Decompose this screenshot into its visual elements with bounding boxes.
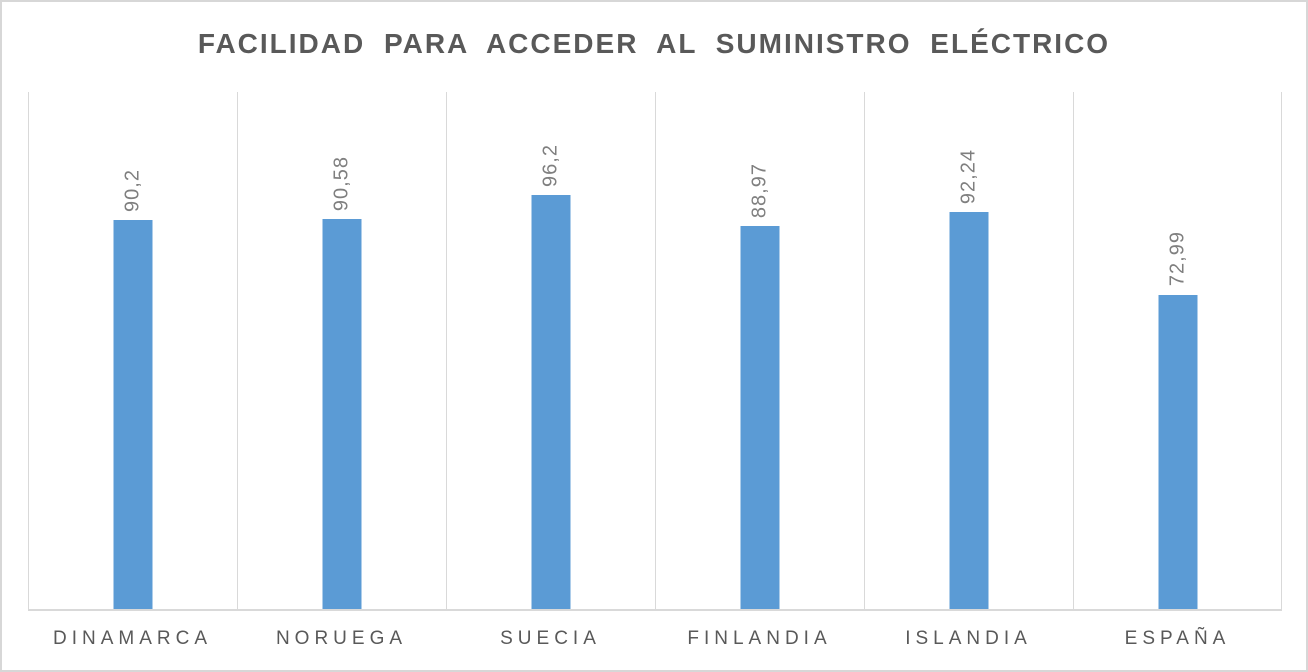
bar-finlandia	[740, 225, 779, 609]
bar-column: 88,97	[655, 92, 864, 609]
gridline	[863, 92, 865, 609]
x-axis-label-dinamarca: DINAMARCA	[52, 628, 212, 649]
bar-islandia	[949, 211, 988, 609]
gridline	[655, 92, 656, 609]
bar-value-label: 90,58	[330, 155, 352, 211]
x-axis: DINAMARCA NORUEGA SUECIA FINLANDIA ISLANDIA E…	[28, 611, 1282, 667]
bar-value-label: 96,2	[539, 143, 561, 187]
x-axis-label-finlandia: FINLANDIA	[687, 628, 832, 649]
bar-value-label: 90,2	[121, 169, 143, 213]
gridline	[1073, 92, 1074, 609]
chart-title: FACILIDAD PARA ACCEDER AL SUMINISTRO ELÉ…	[197, 28, 1111, 59]
bar-value-label: 88,97	[748, 162, 770, 218]
bar-column: 90,2	[28, 92, 237, 609]
bar-dinamarca	[113, 220, 152, 609]
plot-area: 90,2 90,58 96,2 88,97 92,24 72,99	[28, 92, 1282, 611]
bar-column: 90,58	[237, 92, 446, 609]
bar-value-label: 72,99	[1166, 231, 1188, 287]
x-axis-label-noruega: NORUEGA	[275, 628, 408, 649]
gridline	[445, 92, 447, 609]
bar-column: 92,24	[864, 92, 1073, 609]
bar-suecia	[531, 194, 570, 609]
x-axis-label-islandia: ISLANDIA	[905, 628, 1032, 649]
gridline	[28, 92, 29, 609]
x-axis-label-suecia: SUECIA	[500, 628, 601, 649]
bar-noruega	[322, 218, 361, 609]
gridline	[1281, 92, 1282, 609]
x-axis-label-españa: ESPAÑA	[1124, 628, 1231, 649]
bar-value-label: 92,24	[957, 148, 979, 204]
bar-column: 72,99	[1073, 92, 1282, 609]
gridline	[236, 92, 238, 609]
bar-españa	[1158, 294, 1197, 609]
bar-column: 96,2	[446, 92, 655, 609]
